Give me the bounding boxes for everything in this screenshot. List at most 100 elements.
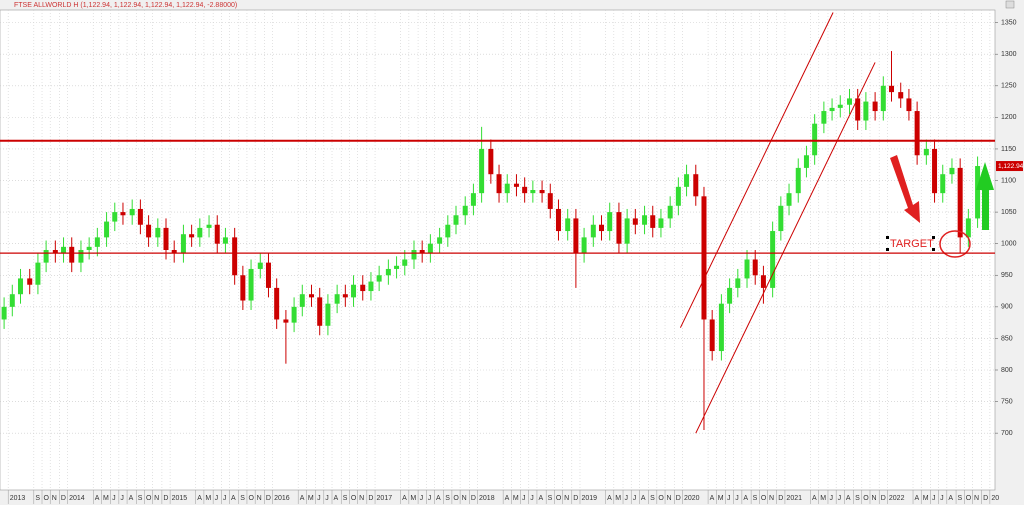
candle-body: [940, 174, 946, 194]
y-tick-label: 1250: [1001, 83, 1017, 90]
candle-body: [427, 243, 433, 254]
x-tick-label: N: [52, 495, 57, 502]
x-tick-label: S: [753, 495, 758, 502]
candle-body: [309, 294, 315, 298]
x-tick-label: N: [769, 495, 774, 502]
candle-body: [573, 218, 579, 254]
candle-body: [94, 237, 100, 247]
candle-body: [846, 98, 852, 105]
x-tick-label: J: [735, 495, 739, 502]
candle-body: [394, 265, 400, 269]
candle-body: [104, 221, 110, 238]
x-tick-label: J: [120, 495, 124, 502]
x-tick-label: O: [146, 495, 152, 502]
handle: [886, 248, 889, 251]
candle-body: [470, 193, 476, 206]
candle-body: [812, 123, 818, 156]
x-tick-label: A: [846, 495, 851, 502]
menu-icon[interactable]: [1005, 0, 1015, 9]
candle-body: [872, 101, 878, 112]
candle-body: [222, 237, 228, 244]
y-tick-label: 800: [1001, 367, 1013, 374]
x-tick-label: M: [820, 495, 826, 502]
candle-body: [189, 234, 195, 238]
y-tick-label: 700: [1001, 430, 1013, 437]
x-tick-label: A: [538, 495, 543, 502]
x-tick-label: M: [923, 495, 929, 502]
candle-body: [351, 284, 357, 298]
x-tick-label: 2018: [479, 495, 495, 502]
x-tick-label: 2014: [69, 495, 85, 502]
candle-body: [163, 227, 169, 250]
x-tick-label: N: [154, 495, 159, 502]
candle-body: [642, 215, 648, 225]
y-tick-label: 1050: [1001, 209, 1017, 216]
x-tick-label: A: [607, 495, 612, 502]
candle-body: [949, 167, 955, 175]
x-tick-label: A: [334, 495, 339, 502]
x-tick-label: N: [667, 495, 672, 502]
candle-body: [342, 294, 348, 298]
x-tick-label: S: [138, 495, 143, 502]
x-tick-label: D: [881, 495, 886, 502]
y-tick-label: 900: [1001, 304, 1013, 311]
candle-body: [334, 294, 340, 304]
candle-body: [120, 212, 126, 216]
last-price-box: [996, 161, 1023, 172]
candle-body: [770, 231, 776, 288]
x-tick-label: A: [129, 495, 134, 502]
x-tick-label: M: [205, 495, 211, 502]
x-tick-label: 2015: [172, 495, 188, 502]
candle-body: [291, 306, 297, 323]
x-tick-label: N: [462, 495, 467, 502]
candle-body: [684, 174, 690, 187]
handle: [932, 248, 935, 251]
candle-body: [693, 174, 699, 197]
candle-body: [898, 92, 904, 99]
candle-body: [607, 212, 613, 232]
x-tick-label: N: [359, 495, 364, 502]
candle-body: [701, 196, 707, 320]
x-tick-label: J: [317, 495, 321, 502]
x-tick-label: S: [650, 495, 655, 502]
candle-body: [599, 224, 605, 232]
x-tick-label: D: [368, 495, 373, 502]
candle-body: [530, 190, 536, 194]
x-tick-label: M: [410, 495, 416, 502]
x-tick-label: O: [351, 495, 357, 502]
candle-body: [504, 183, 510, 194]
candle-body: [376, 275, 382, 282]
candle-body: [69, 246, 75, 263]
candle-body: [880, 85, 886, 112]
x-tick-label: A: [300, 495, 305, 502]
candle-body: [957, 167, 963, 238]
x-tick-label: S: [35, 495, 40, 502]
x-tick-label: 2022: [889, 495, 905, 502]
candle-body: [488, 148, 494, 175]
candle-body: [522, 186, 528, 194]
x-tick-label: O: [863, 495, 869, 502]
candle-body: [795, 167, 801, 194]
candle-body: [78, 250, 84, 263]
x-tick-label: 2019: [581, 495, 597, 502]
x-tick-label: J: [530, 495, 534, 502]
candle-body: [411, 250, 417, 260]
x-tick-label: S: [855, 495, 860, 502]
x-tick-label: J: [325, 495, 329, 502]
candle-body: [914, 111, 920, 156]
candle-body: [786, 193, 792, 206]
x-tick-label: M: [308, 495, 314, 502]
y-tick-label: 1300: [1001, 51, 1017, 58]
x-tick-label: 2020: [684, 495, 700, 502]
x-tick-label: S: [240, 495, 245, 502]
candle-body: [539, 190, 545, 194]
candle-body: [624, 218, 630, 244]
candle-body: [975, 166, 981, 219]
candle-body: [214, 224, 220, 244]
handle: [886, 236, 889, 239]
y-tick-label: 1150: [1001, 146, 1016, 153]
x-tick-label: A: [812, 495, 817, 502]
x-tick-label: A: [402, 495, 407, 502]
candle-body: [453, 215, 459, 225]
candle-body: [445, 224, 451, 238]
